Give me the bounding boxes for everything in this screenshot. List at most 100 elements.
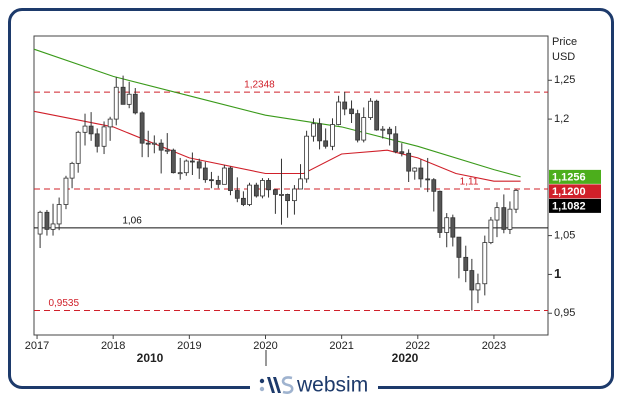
candle xyxy=(513,188,519,214)
candle xyxy=(279,158,284,225)
candle-body xyxy=(482,242,488,285)
candle xyxy=(368,98,373,120)
candle xyxy=(228,166,233,196)
candle xyxy=(266,178,271,198)
candle xyxy=(177,157,183,180)
y-tick-label: 1,05 xyxy=(554,229,575,241)
candle-body xyxy=(342,101,348,110)
last-value-label: 1,1256 xyxy=(552,171,586,183)
candle xyxy=(418,159,424,188)
candle-body xyxy=(323,140,329,147)
candle xyxy=(94,128,100,153)
candle-body xyxy=(183,160,189,174)
candle-body xyxy=(202,167,208,181)
candle-body xyxy=(151,142,157,145)
last-value-box xyxy=(549,198,601,213)
candle-body xyxy=(285,194,290,202)
candle-body xyxy=(450,217,456,238)
candle-body xyxy=(145,142,151,145)
candle xyxy=(50,203,56,236)
candle xyxy=(221,164,227,185)
candle-body xyxy=(304,135,310,180)
candle xyxy=(126,81,132,109)
candle xyxy=(189,152,195,176)
candle-body xyxy=(177,172,183,175)
candle-body xyxy=(501,207,507,230)
candle xyxy=(469,258,475,311)
candle xyxy=(260,178,265,199)
last-value-box xyxy=(549,169,601,184)
candle xyxy=(132,88,138,115)
candle-body xyxy=(488,219,494,243)
y-tick-label: 1,2 xyxy=(554,113,569,125)
candle-body xyxy=(349,108,354,115)
candle-body xyxy=(456,236,462,258)
candle xyxy=(37,210,43,249)
candle xyxy=(311,118,316,142)
candle-body xyxy=(374,100,380,131)
candle-body xyxy=(393,133,399,153)
candle-body xyxy=(75,131,81,164)
candle-body xyxy=(196,161,202,169)
candle xyxy=(425,157,431,193)
candle-body xyxy=(399,151,405,154)
candle-body xyxy=(234,190,240,199)
candle-body xyxy=(221,167,227,185)
candle xyxy=(75,130,81,173)
candle-body xyxy=(94,133,100,147)
candle-body xyxy=(355,113,361,141)
candle-body xyxy=(139,112,145,144)
candle-body xyxy=(311,123,316,137)
plot-area xyxy=(33,35,549,336)
candle-body xyxy=(260,180,265,197)
candle xyxy=(292,185,297,215)
candle-body xyxy=(298,178,303,190)
candle-body xyxy=(189,160,195,163)
candle xyxy=(336,95,341,126)
y-axis-title: Price xyxy=(552,36,577,48)
candle-body xyxy=(247,184,252,205)
candle xyxy=(88,112,94,141)
candle xyxy=(412,167,418,180)
level-label: 1,2348 xyxy=(244,80,275,91)
candle xyxy=(380,126,386,139)
candle xyxy=(158,139,164,174)
candle xyxy=(507,201,513,235)
candle xyxy=(399,143,405,157)
candle-body xyxy=(164,149,170,152)
candle xyxy=(406,149,412,183)
candle xyxy=(139,111,145,158)
candle-body xyxy=(317,123,322,142)
candle-body xyxy=(475,283,481,291)
candle xyxy=(431,178,437,212)
y-tick-label: 1 xyxy=(554,266,561,281)
candle-body xyxy=(56,204,62,225)
candle-body xyxy=(425,178,431,181)
level-label: 1,06 xyxy=(122,215,142,226)
candle xyxy=(253,182,259,198)
candle-body xyxy=(120,86,126,105)
candle-body xyxy=(88,125,94,135)
candle xyxy=(151,135,157,154)
candle xyxy=(342,91,348,116)
candle xyxy=(437,190,443,238)
candle-body xyxy=(158,142,164,151)
candle-body xyxy=(126,93,132,105)
candle-body xyxy=(494,207,500,221)
moving-average xyxy=(33,48,521,178)
candle xyxy=(361,107,367,143)
candle xyxy=(450,214,456,247)
candle xyxy=(374,99,380,131)
candle-body xyxy=(44,211,50,230)
candle-body xyxy=(279,194,284,196)
x-tick-label: 2018 xyxy=(101,340,125,352)
candle-body xyxy=(292,188,297,202)
candle xyxy=(482,235,488,296)
candle xyxy=(145,130,151,158)
candle xyxy=(44,209,50,236)
candle-body xyxy=(336,101,341,125)
candle xyxy=(113,77,119,126)
candle xyxy=(349,100,354,123)
